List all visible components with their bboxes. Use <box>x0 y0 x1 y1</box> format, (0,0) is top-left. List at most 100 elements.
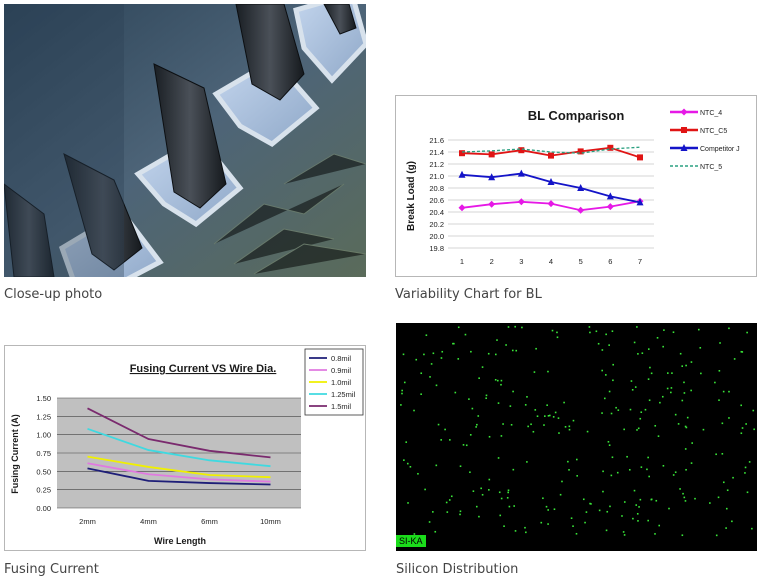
silicon-dot <box>420 393 422 396</box>
silicon-dot <box>636 326 638 328</box>
silicon-dot <box>633 489 636 492</box>
silicon-dot <box>672 474 675 476</box>
silicon-dot <box>570 517 573 519</box>
silicon-dot <box>459 465 462 468</box>
bl-ytick-label: 21.2 <box>429 160 444 169</box>
silicon-dot <box>556 331 558 334</box>
silicon-dot <box>656 337 659 339</box>
silicon-dot <box>721 453 724 455</box>
silicon-dot <box>507 489 510 492</box>
silicon-dot <box>728 390 730 393</box>
silicon-dot <box>650 372 653 375</box>
silicon-dot <box>637 427 640 430</box>
bl-ytick-label: 21.6 <box>429 136 444 145</box>
silicon-dot <box>509 405 512 407</box>
silicon-dot <box>547 509 549 511</box>
silicon-dot <box>464 333 467 336</box>
silicon-dot <box>615 406 617 409</box>
silicon-dot <box>670 391 672 394</box>
silicon-dot <box>441 350 444 353</box>
bl-xtick-label: 4 <box>549 257 553 266</box>
silicon-dot <box>446 511 449 513</box>
silicon-dot <box>671 372 673 374</box>
silicon-dot <box>540 521 543 524</box>
silicon-dot <box>402 353 405 356</box>
fusing-chart-xlabel: Wire Length <box>154 536 206 546</box>
silicon-dot <box>572 525 574 527</box>
bl-legend-label: NTC_5 <box>700 164 722 171</box>
bl-point-competitor-j <box>606 192 614 200</box>
silicon-dot <box>681 399 684 402</box>
silicon-dot <box>610 412 613 415</box>
fusing-series-line-1-5mil <box>87 407 271 459</box>
silicon-dot <box>424 488 426 491</box>
silicon-dot <box>552 416 555 418</box>
silicon-dot <box>623 534 626 536</box>
silicon-dot <box>508 505 511 508</box>
silicon-dot <box>515 349 518 352</box>
silicon-dot <box>526 461 528 463</box>
silicon-dot <box>622 531 625 533</box>
silicon-dot <box>719 342 721 344</box>
silicon-dot <box>403 381 406 384</box>
close-up-photo <box>4 4 366 277</box>
silicon-dot <box>563 401 565 404</box>
bl-point-ntc-4 <box>606 203 614 211</box>
silicon-dot <box>728 327 730 330</box>
bl-chart-svg: BL Comparison Break Load (g) 21.6 21.4 21.… <box>406 108 740 266</box>
silicon-dot <box>407 502 409 504</box>
silicon-dot <box>655 499 658 502</box>
bl-point-ntc-4 <box>547 200 555 208</box>
silicon-dot <box>553 508 556 511</box>
silicon-dot <box>608 390 611 393</box>
silicon-dot <box>595 330 598 333</box>
silicon-dot <box>602 470 604 473</box>
silicon-dots <box>400 325 755 537</box>
silicon-dot <box>590 503 592 505</box>
silicon-dot <box>589 502 591 505</box>
silicon-dot <box>543 424 545 426</box>
silicon-dot <box>668 507 670 510</box>
silicon-dot <box>589 331 591 334</box>
silicon-dot <box>576 458 578 461</box>
silicon-dot <box>545 505 548 508</box>
silicon-dot <box>700 372 702 375</box>
fusing-ytick-label: 0.25 <box>36 486 51 495</box>
fusing-chart-title: Fusing Current VS Wire Dia. <box>130 363 277 375</box>
silicon-dot <box>640 411 643 414</box>
silicon-dot <box>496 379 499 382</box>
silicon-dot <box>722 390 725 393</box>
silicon-dot <box>406 462 409 465</box>
silicon-dot <box>746 491 749 494</box>
bl-ytick-label: 20.6 <box>429 196 444 205</box>
silicon-dot <box>684 500 687 502</box>
bl-xtick-label: 7 <box>638 257 642 266</box>
silicon-dot <box>659 401 661 404</box>
silicon-dot <box>511 349 514 352</box>
silicon-dot <box>478 377 480 380</box>
silicon-dot <box>679 352 682 355</box>
silicon-dot <box>487 352 490 355</box>
bl-xtick-label: 5 <box>579 257 583 266</box>
silicon-dot <box>503 525 505 527</box>
bl-point-ntc-4 <box>517 198 525 206</box>
silicon-dot <box>525 531 527 534</box>
silicon-dot <box>621 515 623 517</box>
silicon-dot <box>558 432 560 434</box>
silicon-dot <box>698 328 700 331</box>
bl-legend-label: Competitor J <box>700 146 740 153</box>
fusing-chart-svg: Fusing Current VS Wire Dia. Wire Length … <box>10 348 364 546</box>
silicon-dot <box>741 427 744 429</box>
silicon-dot <box>505 344 507 346</box>
silicon-dot <box>639 498 642 501</box>
silicon-dot <box>610 474 613 477</box>
bl-point-ntc-c5 <box>518 147 525 154</box>
silicon-dot <box>623 428 625 431</box>
silicon-dot <box>726 489 729 492</box>
silicon-dot <box>430 363 433 365</box>
silicon-dot <box>472 490 475 492</box>
silicon-dot <box>601 349 604 351</box>
silicon-dot <box>568 469 570 471</box>
silicon-dot <box>674 471 677 474</box>
bl-xtick-label: 3 <box>519 257 523 266</box>
